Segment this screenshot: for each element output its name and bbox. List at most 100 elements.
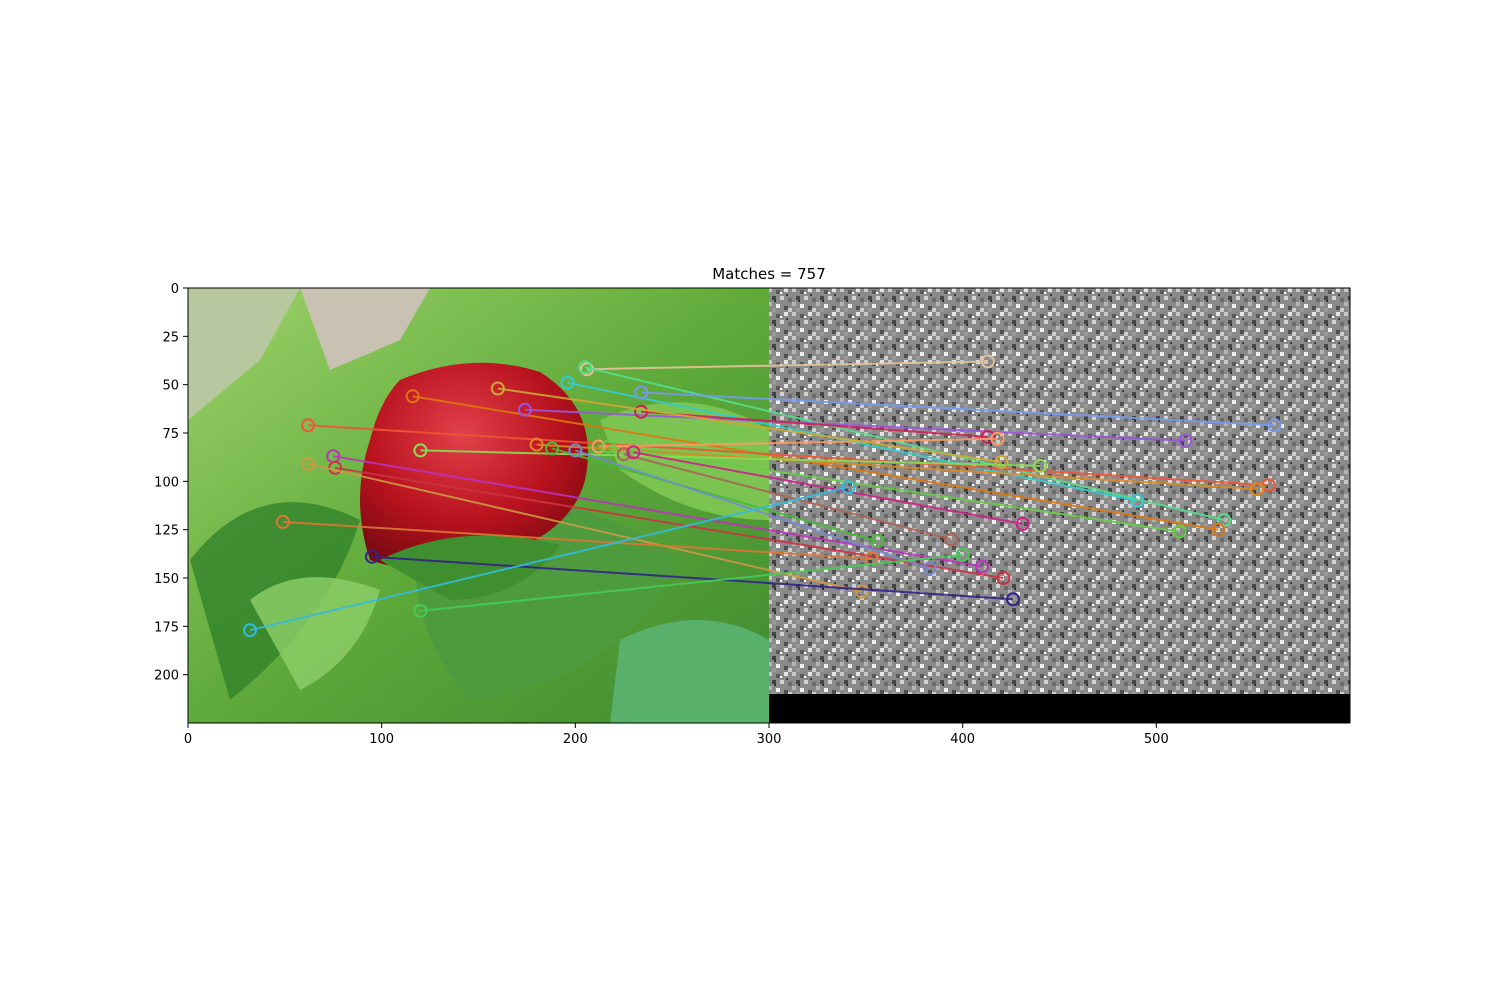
- match-line: [497, 387, 1002, 463]
- keypoint-left: [634, 385, 649, 400]
- keypoint-right: [975, 559, 990, 574]
- x-tick-label: 500: [1144, 732, 1169, 747]
- x-tick-label: 300: [757, 732, 782, 747]
- match-line: [335, 466, 1004, 579]
- keypoint-right: [1250, 482, 1265, 497]
- match: [301, 418, 1276, 493]
- keypoint-right: [1006, 592, 1021, 607]
- match: [405, 389, 1226, 537]
- keypoint-left: [275, 514, 290, 529]
- keypoint-right: [990, 431, 1005, 446]
- y-tick-label: 25: [162, 330, 179, 345]
- left-image-panel: [188, 288, 769, 723]
- match: [545, 441, 885, 549]
- match: [490, 381, 1009, 469]
- keypoint-right: [955, 547, 970, 562]
- x-tick-label: 0: [184, 732, 192, 747]
- right-image-panel: [769, 288, 1350, 723]
- match-line: [307, 462, 863, 593]
- match-line: [586, 360, 988, 371]
- match: [242, 480, 856, 638]
- chart-title: Matches = 757: [712, 265, 826, 283]
- match: [364, 549, 1021, 607]
- keypoint-right: [1267, 418, 1282, 433]
- keypoint-left: [301, 418, 316, 433]
- matches-layer: [242, 354, 1282, 638]
- match-line: [249, 486, 849, 632]
- keypoint-left: [413, 603, 428, 618]
- padding-region: [769, 694, 1350, 723]
- keypoint-left: [490, 381, 505, 396]
- y-tick-label: 50: [162, 379, 179, 394]
- keypoint-left: [591, 439, 606, 454]
- match-line: [420, 553, 963, 612]
- match: [626, 445, 1030, 531]
- y-tick-label: 75: [162, 427, 179, 442]
- match: [601, 439, 1187, 539]
- keypoint-left: [364, 549, 379, 564]
- match: [413, 443, 1048, 473]
- keypoint-left: [517, 402, 532, 417]
- match-line: [371, 555, 1014, 601]
- match-line: [536, 443, 1258, 491]
- match-line: [584, 366, 1225, 521]
- keypoint-right: [870, 534, 885, 549]
- keypoint-left: [242, 623, 257, 638]
- keypoint-left: [616, 447, 631, 462]
- keypoint-left: [405, 389, 420, 404]
- keypoint-right: [1172, 524, 1187, 539]
- x-tick-label: 400: [950, 732, 975, 747]
- match: [579, 354, 995, 377]
- keypoint-left: [568, 443, 583, 458]
- keypoint-right: [994, 455, 1009, 469]
- match-line: [598, 437, 998, 448]
- y-tick-label: 200: [154, 669, 179, 684]
- x-tick-label: 200: [563, 732, 588, 747]
- keypoint-left: [601, 439, 616, 454]
- keypoint-right: [1211, 522, 1226, 537]
- y-tick-label: 125: [154, 524, 179, 539]
- match-line: [641, 391, 1275, 427]
- y-axis: 0 25 50 75 100 125 150 175 200: [154, 282, 188, 684]
- keypoint-right: [1129, 493, 1144, 508]
- keypoint-right: [841, 480, 856, 495]
- match-line: [623, 453, 952, 541]
- y-tick-label: 150: [154, 572, 179, 587]
- keypoint-left: [413, 443, 428, 458]
- keypoint-right: [996, 571, 1011, 585]
- match-line: [633, 451, 1023, 525]
- keypoint-right: [854, 584, 869, 599]
- keypoint-right: [1033, 458, 1048, 473]
- match-line: [282, 520, 872, 560]
- match-line: [420, 449, 1041, 467]
- keypoint-right: [1015, 516, 1030, 531]
- y-tick-label: 175: [154, 620, 179, 635]
- keypoint-left: [529, 437, 544, 452]
- keypoint-right: [944, 532, 959, 547]
- match: [529, 437, 1265, 497]
- x-tick-label: 100: [369, 732, 394, 747]
- keypoint-left: [634, 404, 649, 419]
- keypoint-left: [578, 360, 593, 375]
- keypoint-right: [980, 429, 995, 444]
- match-line: [551, 447, 878, 543]
- x-axis: 0 100 200 300 400 500: [184, 723, 1169, 747]
- match-line: [641, 410, 988, 438]
- match-line: [333, 455, 983, 568]
- match: [634, 404, 995, 444]
- match-line: [412, 395, 1219, 531]
- match-line: [608, 445, 1180, 533]
- match-line: [308, 424, 1269, 487]
- keypoint-right: [1178, 433, 1193, 448]
- keypoint-left: [626, 445, 641, 460]
- match: [634, 385, 1282, 433]
- y-tick-label: 100: [154, 475, 179, 490]
- match: [301, 456, 869, 599]
- keypoint-left: [560, 375, 575, 390]
- keypoint-right: [922, 561, 937, 576]
- keypoint-left: [545, 441, 560, 456]
- match: [591, 431, 1005, 454]
- match: [616, 447, 959, 547]
- y-tick-label: 0: [171, 282, 179, 297]
